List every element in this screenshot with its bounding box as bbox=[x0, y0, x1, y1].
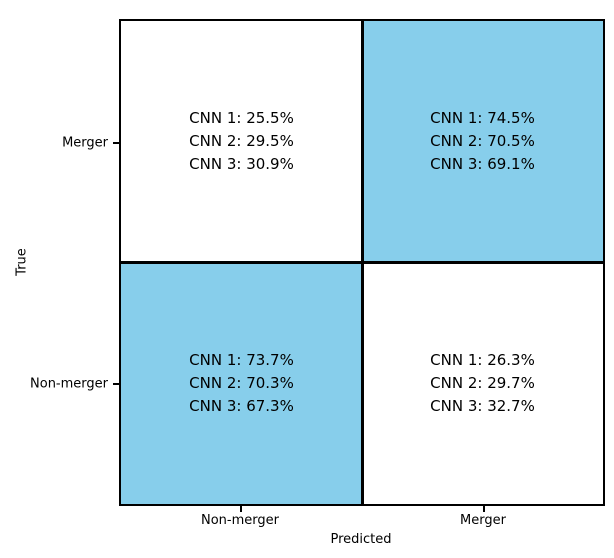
plot-area: CNN 1: 25.5% CNN 2: 29.5% CNN 3: 30.9% CNN… bbox=[119, 19, 605, 506]
cell-values: CNN 1: 25.5% CNN 2: 29.5% CNN 3: 30.9% bbox=[189, 107, 294, 176]
cell-line-cnn3: CNN 3: 32.7% bbox=[430, 396, 535, 415]
cell-line-cnn2: CNN 2: 29.7% bbox=[430, 373, 535, 392]
cell-values: CNN 1: 74.5% CNN 2: 70.5% CNN 3: 69.1% bbox=[430, 107, 535, 176]
cell-line-cnn1: CNN 1: 74.5% bbox=[430, 109, 535, 128]
cell-true-merger-pred-nonmerger: CNN 1: 25.5% CNN 2: 29.5% CNN 3: 30.9% bbox=[121, 21, 362, 263]
cell-line-cnn3: CNN 3: 69.1% bbox=[430, 155, 535, 174]
x-tick-label-merger: Merger bbox=[460, 513, 506, 528]
y-tick-label-merger: Merger bbox=[62, 135, 108, 151]
x-tick-label-nonmerger: Non-merger bbox=[201, 513, 279, 528]
x-tick-mark-nonmerger bbox=[240, 506, 242, 512]
cell-true-merger-pred-merger: CNN 1: 74.5% CNN 2: 70.5% CNN 3: 69.1% bbox=[362, 21, 603, 263]
cell-true-nonmerger-pred-nonmerger: CNN 1: 73.7% CNN 2: 70.3% CNN 3: 67.3% bbox=[121, 262, 362, 504]
cell-values: CNN 1: 26.3% CNN 2: 29.7% CNN 3: 32.7% bbox=[430, 349, 535, 418]
y-tick-mark-nonmerger bbox=[113, 383, 119, 385]
cell-line-cnn3: CNN 3: 67.3% bbox=[189, 396, 294, 415]
x-axis-title: Predicted bbox=[330, 532, 392, 547]
cell-line-cnn1: CNN 1: 73.7% bbox=[189, 350, 294, 369]
cell-line-cnn2: CNN 2: 70.5% bbox=[430, 132, 535, 151]
x-tick-mark-merger bbox=[483, 506, 485, 512]
cell-line-cnn3: CNN 3: 30.9% bbox=[189, 155, 294, 174]
y-tick-label-nonmerger: Non-merger bbox=[30, 376, 108, 392]
y-tick-mark-merger bbox=[113, 142, 119, 144]
y-axis-title: True bbox=[14, 248, 30, 276]
cell-true-nonmerger-pred-merger: CNN 1: 26.3% CNN 2: 29.7% CNN 3: 32.7% bbox=[362, 262, 603, 504]
cell-line-cnn1: CNN 1: 25.5% bbox=[189, 109, 294, 128]
cell-line-cnn1: CNN 1: 26.3% bbox=[430, 350, 535, 369]
cell-line-cnn2: CNN 2: 70.3% bbox=[189, 373, 294, 392]
cell-values: CNN 1: 73.7% CNN 2: 70.3% CNN 3: 67.3% bbox=[189, 349, 294, 418]
cell-line-cnn2: CNN 2: 29.5% bbox=[189, 132, 294, 151]
matrix-horizontal-divider bbox=[121, 261, 603, 264]
